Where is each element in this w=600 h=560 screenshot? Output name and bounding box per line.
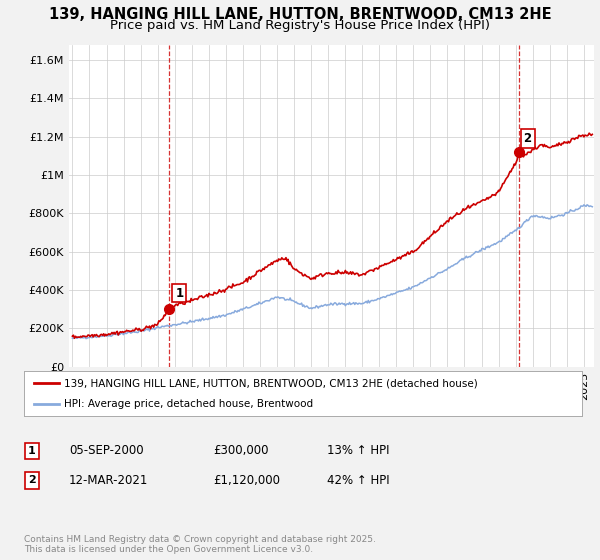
Text: HPI: Average price, detached house, Brentwood: HPI: Average price, detached house, Bren…: [64, 399, 313, 409]
Text: 139, HANGING HILL LANE, HUTTON, BRENTWOOD, CM13 2HE: 139, HANGING HILL LANE, HUTTON, BRENTWOO…: [49, 7, 551, 22]
Text: Contains HM Land Registry data © Crown copyright and database right 2025.
This d: Contains HM Land Registry data © Crown c…: [24, 535, 376, 554]
Text: 2: 2: [523, 132, 532, 145]
Text: 12-MAR-2021: 12-MAR-2021: [69, 474, 148, 487]
Text: 1: 1: [175, 287, 184, 300]
Text: 139, HANGING HILL LANE, HUTTON, BRENTWOOD, CM13 2HE (detached house): 139, HANGING HILL LANE, HUTTON, BRENTWOO…: [64, 378, 478, 388]
Text: 13% ↑ HPI: 13% ↑ HPI: [327, 444, 389, 458]
Text: Price paid vs. HM Land Registry's House Price Index (HPI): Price paid vs. HM Land Registry's House …: [110, 19, 490, 32]
Text: 05-SEP-2000: 05-SEP-2000: [69, 444, 143, 458]
Text: 42% ↑ HPI: 42% ↑ HPI: [327, 474, 389, 487]
Text: £1,120,000: £1,120,000: [213, 474, 280, 487]
Text: 2: 2: [28, 475, 35, 486]
Text: 1: 1: [28, 446, 35, 456]
Text: £300,000: £300,000: [213, 444, 269, 458]
